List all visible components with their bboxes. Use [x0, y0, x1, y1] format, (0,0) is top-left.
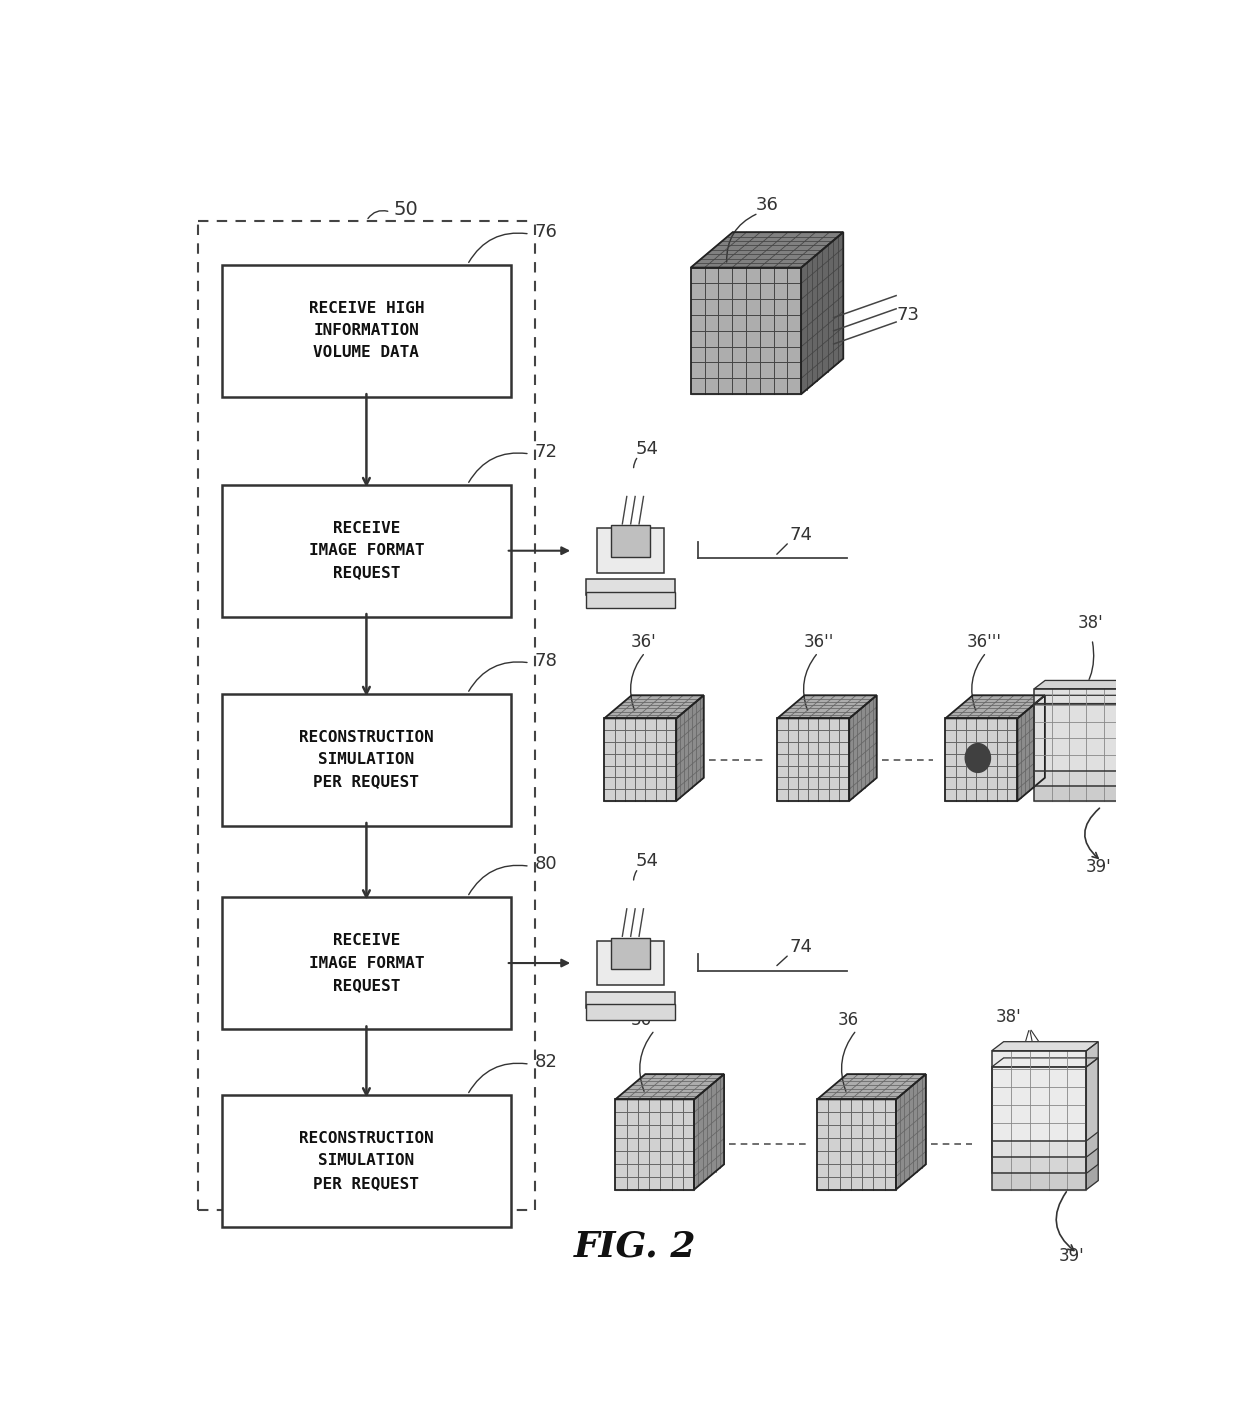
FancyBboxPatch shape: [598, 941, 665, 985]
FancyBboxPatch shape: [587, 991, 676, 1008]
Text: 74: 74: [789, 526, 812, 544]
Polygon shape: [691, 267, 801, 394]
Text: 38': 38': [996, 1008, 1022, 1027]
Text: 72: 72: [534, 443, 558, 461]
Polygon shape: [992, 1058, 1099, 1067]
Polygon shape: [615, 1100, 694, 1190]
Text: 50: 50: [393, 200, 418, 220]
Text: 38': 38': [1078, 614, 1104, 631]
FancyBboxPatch shape: [611, 938, 650, 970]
Polygon shape: [1086, 1058, 1099, 1157]
Text: 54: 54: [635, 853, 658, 870]
Polygon shape: [992, 1091, 1099, 1100]
Text: 82: 82: [534, 1052, 558, 1071]
Text: 39': 39': [1058, 1247, 1084, 1265]
Text: 76: 76: [534, 223, 558, 241]
Text: 36'': 36'': [804, 633, 835, 651]
Polygon shape: [777, 718, 849, 801]
FancyBboxPatch shape: [611, 526, 650, 557]
Text: 78: 78: [534, 651, 558, 670]
Text: 36': 36': [631, 633, 656, 651]
FancyBboxPatch shape: [587, 1004, 676, 1021]
Text: RECEIVE
IMAGE FORMAT
REQUEST: RECEIVE IMAGE FORMAT REQUEST: [309, 521, 424, 580]
Polygon shape: [777, 695, 877, 718]
Polygon shape: [945, 695, 1045, 718]
FancyBboxPatch shape: [222, 264, 511, 397]
Polygon shape: [992, 1074, 1099, 1084]
Polygon shape: [1086, 1091, 1099, 1190]
Text: 36': 36': [631, 1011, 656, 1028]
Polygon shape: [1086, 1041, 1099, 1141]
Polygon shape: [1034, 688, 1121, 771]
Polygon shape: [1034, 718, 1121, 801]
Text: 36: 36: [837, 1011, 858, 1028]
Polygon shape: [945, 718, 1018, 801]
Polygon shape: [817, 1100, 897, 1190]
Text: 36: 36: [755, 196, 779, 214]
Polygon shape: [691, 233, 843, 267]
Text: RECEIVE HIGH
INFORMATION
VOLUME DATA: RECEIVE HIGH INFORMATION VOLUME DATA: [309, 301, 424, 360]
Text: 80: 80: [534, 855, 557, 873]
Polygon shape: [604, 718, 676, 801]
Polygon shape: [604, 695, 704, 718]
FancyBboxPatch shape: [587, 593, 676, 608]
Polygon shape: [992, 1067, 1086, 1157]
Text: FIG. 2: FIG. 2: [574, 1230, 697, 1264]
FancyBboxPatch shape: [222, 694, 511, 825]
Text: 74: 74: [789, 938, 812, 957]
FancyBboxPatch shape: [222, 1095, 511, 1227]
FancyBboxPatch shape: [222, 484, 511, 617]
Polygon shape: [1086, 1074, 1099, 1174]
Polygon shape: [1034, 695, 1132, 704]
Polygon shape: [1034, 704, 1121, 785]
Text: 73: 73: [897, 306, 919, 324]
Ellipse shape: [965, 744, 991, 773]
Polygon shape: [1121, 695, 1132, 785]
Text: 54: 54: [635, 440, 658, 458]
FancyBboxPatch shape: [222, 897, 511, 1030]
Text: RECONSTRUCTION
SIMULATION
PER REQUEST: RECONSTRUCTION SIMULATION PER REQUEST: [299, 1131, 434, 1191]
Polygon shape: [817, 1074, 926, 1100]
Text: 39': 39': [1085, 858, 1111, 877]
Polygon shape: [1121, 681, 1132, 771]
Polygon shape: [1121, 710, 1132, 801]
Polygon shape: [801, 233, 843, 394]
Text: RECONSTRUCTION
SIMULATION
PER REQUEST: RECONSTRUCTION SIMULATION PER REQUEST: [299, 730, 434, 790]
Polygon shape: [1034, 681, 1132, 688]
Polygon shape: [1018, 695, 1045, 801]
Polygon shape: [615, 1074, 724, 1100]
Polygon shape: [992, 1041, 1099, 1051]
Polygon shape: [992, 1051, 1086, 1141]
FancyBboxPatch shape: [587, 580, 676, 595]
Polygon shape: [992, 1100, 1086, 1190]
Polygon shape: [1034, 710, 1132, 718]
FancyBboxPatch shape: [598, 528, 665, 573]
Polygon shape: [694, 1074, 724, 1190]
Text: RECEIVE
IMAGE FORMAT
REQUEST: RECEIVE IMAGE FORMAT REQUEST: [309, 934, 424, 992]
Polygon shape: [849, 695, 877, 801]
Polygon shape: [897, 1074, 926, 1190]
Polygon shape: [676, 695, 704, 801]
Text: 36''': 36''': [967, 633, 1002, 651]
Polygon shape: [992, 1084, 1086, 1174]
